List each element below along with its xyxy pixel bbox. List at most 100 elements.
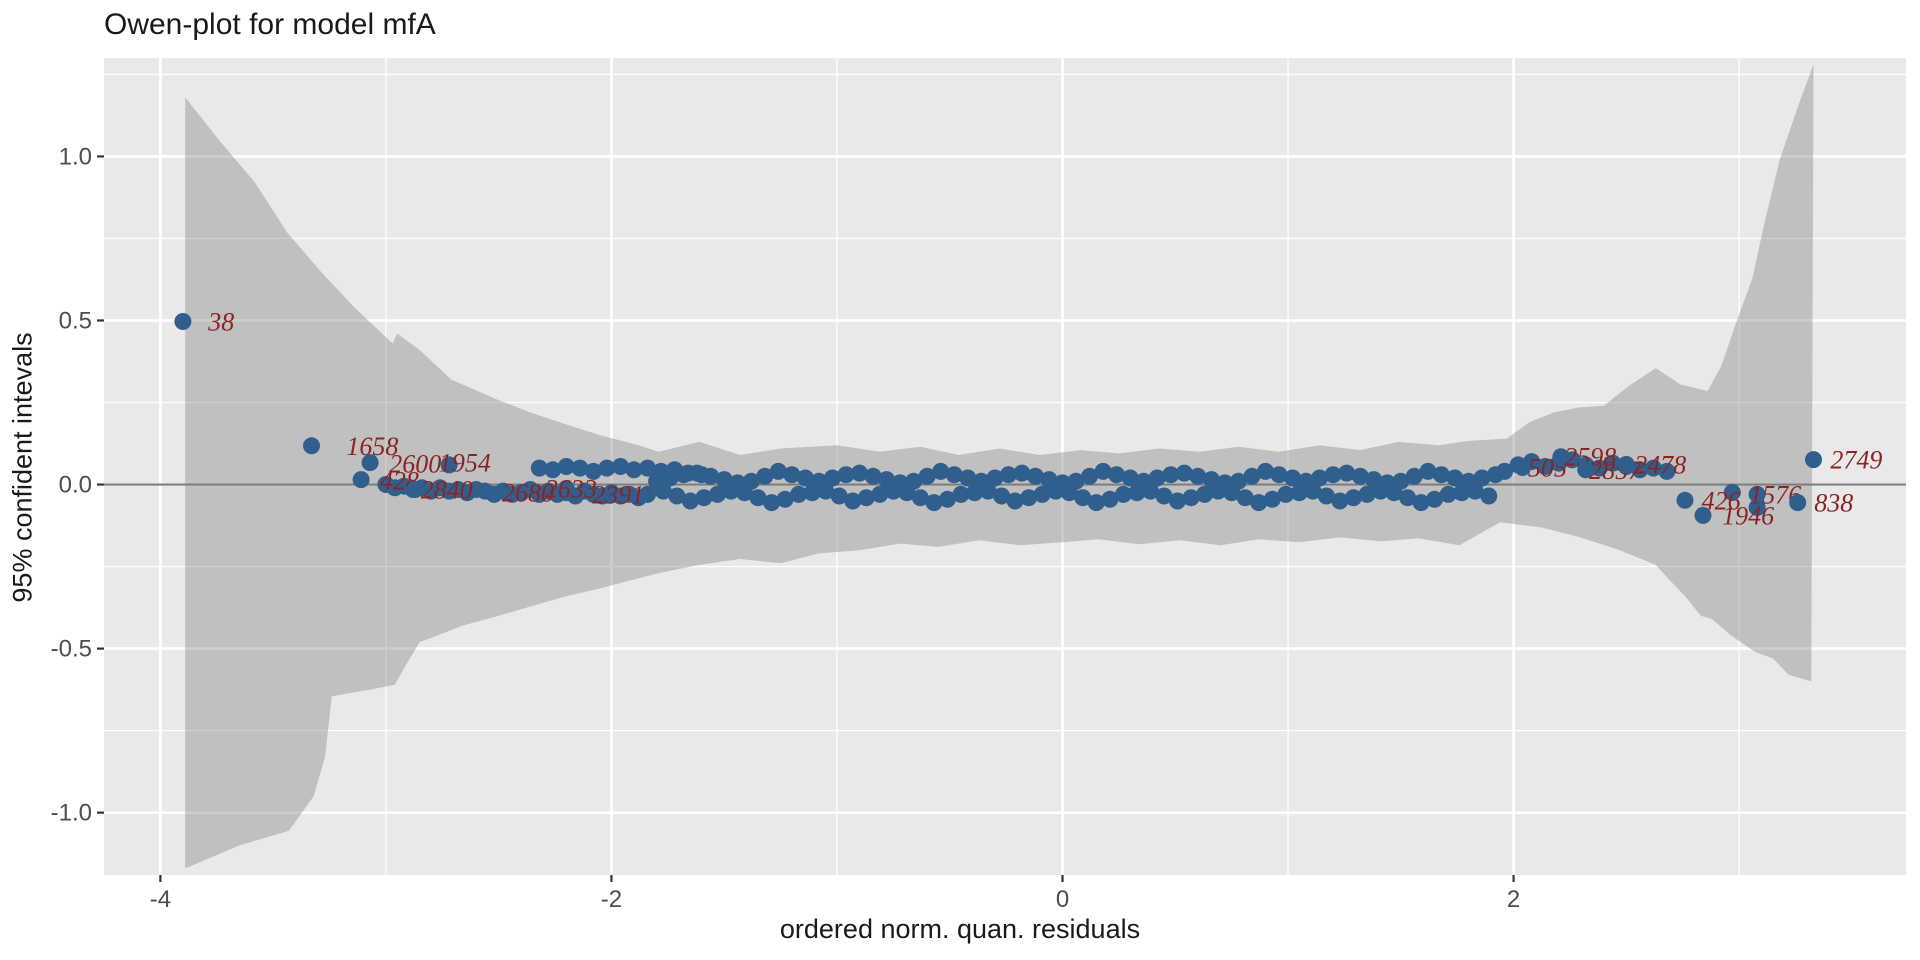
labeled-data-point <box>1514 459 1532 476</box>
data-point <box>1121 469 1139 487</box>
data-point <box>1209 482 1227 500</box>
data-point <box>884 482 902 500</box>
data-point <box>612 458 629 475</box>
data-point <box>864 467 882 485</box>
point-label: 38 <box>207 308 234 337</box>
data-point <box>681 492 699 510</box>
data-point <box>1604 454 1622 472</box>
data-point <box>898 484 916 502</box>
data-point <box>1013 464 1031 482</box>
point-label: 838 <box>1814 489 1853 518</box>
data-point <box>844 492 862 510</box>
data-point <box>1631 461 1649 479</box>
data-point <box>945 466 963 484</box>
data-point <box>1270 466 1288 484</box>
data-point <box>736 484 753 502</box>
data-point <box>1338 464 1356 482</box>
labeled-data-point <box>1805 451 1822 469</box>
data-point <box>722 482 740 500</box>
data-point <box>639 459 656 477</box>
data-point <box>1446 469 1464 487</box>
y-tick-label: 1.0 <box>59 143 92 170</box>
data-point <box>1175 464 1193 482</box>
data-point <box>1108 466 1126 484</box>
data-point <box>959 469 977 487</box>
data-point <box>1290 484 1308 502</box>
data-point <box>1536 458 1554 475</box>
data-point <box>1162 466 1180 484</box>
data-point <box>1644 459 1662 477</box>
data-point <box>1033 485 1051 503</box>
data-point <box>939 490 956 508</box>
labeled-data-point <box>361 454 379 472</box>
data-point <box>817 482 835 500</box>
labeled-data-point <box>1748 485 1766 503</box>
x-tick-label: -2 <box>601 886 622 913</box>
data-point <box>1236 489 1254 507</box>
labeled-data-point <box>1676 491 1694 509</box>
data-point <box>979 482 997 500</box>
point-label: 2749 <box>1830 446 1882 475</box>
data-point <box>1419 462 1437 480</box>
data-point <box>966 484 984 502</box>
data-point <box>925 494 943 512</box>
labeled-data-point <box>557 480 575 497</box>
data-point <box>1748 499 1766 516</box>
x-tick-label: -4 <box>150 886 171 913</box>
data-point <box>1074 489 1092 507</box>
data-point <box>1169 492 1186 510</box>
point-label: 2840 <box>421 476 473 505</box>
data-point <box>1723 483 1741 501</box>
data-point <box>1148 469 1166 487</box>
data-point <box>918 467 936 485</box>
data-point <box>824 469 841 487</box>
data-point <box>1223 484 1241 502</box>
data-point <box>1590 459 1608 477</box>
data-point <box>1101 490 1119 508</box>
labeled-data-point <box>1617 456 1635 473</box>
data-point <box>986 469 1004 487</box>
data-point <box>1257 462 1274 480</box>
data-point <box>571 459 589 477</box>
data-point <box>769 462 787 480</box>
data-point <box>1399 489 1417 507</box>
data-point <box>1453 484 1471 502</box>
data-point <box>763 494 781 512</box>
data-point <box>1351 467 1369 485</box>
data-point <box>1358 485 1376 503</box>
data-point <box>1128 484 1146 502</box>
data-point <box>783 466 801 484</box>
labeled-data-point <box>352 471 370 489</box>
data-point <box>1344 489 1362 507</box>
x-tick-label: 2 <box>1507 886 1520 913</box>
data-point <box>756 467 774 485</box>
data-point <box>1142 482 1159 500</box>
y-axis-title: 95% confident intevals <box>7 332 38 603</box>
data-point <box>1324 466 1342 484</box>
data-point <box>1284 469 1302 487</box>
data-point <box>1020 489 1038 507</box>
data-point <box>1372 482 1389 500</box>
chart-title: Owen-plot for model mfA <box>104 8 436 41</box>
data-point <box>1331 492 1349 510</box>
point-label: 1946 <box>1722 501 1774 530</box>
data-point <box>557 458 575 475</box>
data-point <box>1473 469 1491 487</box>
point-label: 2680 <box>502 478 554 507</box>
data-point <box>1060 484 1078 502</box>
data-point <box>790 485 808 503</box>
data-point <box>598 459 616 477</box>
data-point <box>544 461 562 479</box>
data-point <box>1196 485 1214 503</box>
data-point <box>1426 490 1444 508</box>
data-point <box>911 489 929 507</box>
data-point <box>1026 467 1044 485</box>
data-point <box>530 459 548 477</box>
point-label: 2478 <box>1634 451 1686 480</box>
data-point <box>708 485 726 503</box>
data-point <box>1412 494 1430 512</box>
data-point <box>668 487 686 505</box>
data-point <box>1311 469 1329 487</box>
data-point <box>999 466 1017 484</box>
